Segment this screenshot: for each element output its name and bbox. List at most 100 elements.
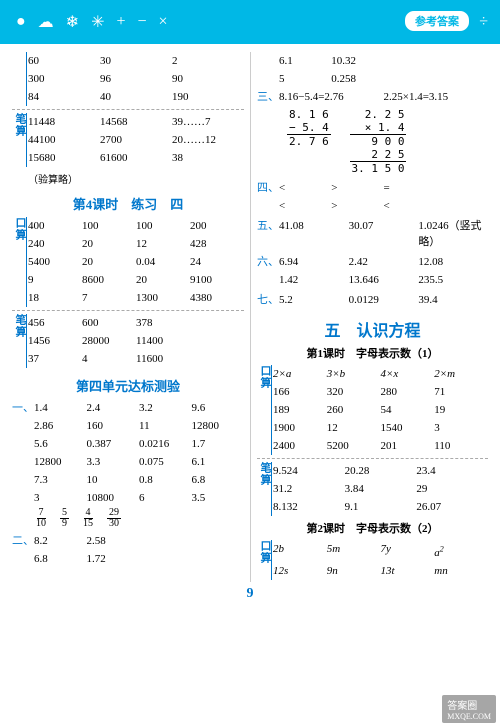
cell: 5 — [279, 71, 331, 87]
cell: 3.84 — [345, 481, 417, 497]
cell: 2 — [172, 53, 244, 69]
cell: 166 — [273, 384, 327, 400]
cell: 2.4 — [87, 400, 140, 416]
cell: 11400 — [136, 333, 190, 349]
cell: > — [331, 180, 383, 196]
cell: 300 — [28, 71, 100, 87]
cell: 4380 — [190, 290, 244, 306]
cell: 160 — [87, 418, 140, 434]
cell: 41.08 — [279, 218, 349, 250]
fraction-row: 710 59 415 2930 — [34, 507, 244, 530]
cell: < — [279, 198, 331, 214]
cell: 10800 — [87, 490, 140, 506]
cell: 1.7 — [192, 436, 245, 452]
cell: 7 — [82, 290, 136, 306]
eq: 8.16−5.4=2.76 — [279, 89, 384, 105]
cell: 39.4 — [418, 292, 488, 308]
cell: 2×m — [434, 366, 488, 382]
cell: 12800 — [192, 418, 245, 434]
section-si: 四、 <>= <>< — [257, 179, 488, 215]
kousuan-label: 口算 — [257, 540, 271, 564]
cell: 201 — [381, 438, 435, 454]
cell: 10 — [87, 472, 140, 488]
block-top-values: 60302 3009690 8440190 — [12, 52, 244, 106]
cell: 9.524 — [273, 463, 345, 479]
cell: 4 — [82, 351, 136, 367]
cell: 0.258 — [331, 71, 383, 87]
cell: 30 — [100, 53, 172, 69]
lesson-2-title: 第2课时 字母表示数（2） — [257, 518, 488, 540]
eq: 2.25×1.4=3.15 — [384, 89, 489, 105]
lesson-1-title: 第1课时 字母表示数（1） — [257, 343, 488, 365]
cell: 60 — [28, 53, 100, 69]
cell: 189 — [273, 402, 327, 418]
deco-minus: − — [138, 13, 147, 31]
cell: 7y — [381, 541, 435, 561]
cell: 1456 — [28, 333, 82, 349]
section-yi: 一、 1.42.43.29.6 2.861601112800 5.60.3870… — [12, 399, 244, 530]
deco-plus: + — [116, 13, 125, 31]
section-san: 三、 8.16−5.4=2.762.25×1.4=3.15 8. 1 6 − 5… — [257, 88, 488, 177]
cell: 2400 — [273, 438, 327, 454]
section-qi: 七、 5.20.012939.4 — [257, 291, 488, 309]
cell: 2.86 — [34, 418, 87, 434]
cell: 9n — [327, 563, 381, 579]
cell: 4×x — [381, 366, 435, 382]
cell: 90 — [172, 71, 244, 87]
left-column: 60302 3009690 8440190 笔算 114481456839……7… — [12, 52, 250, 582]
cell: 9 — [28, 272, 82, 288]
cell: 6.94 — [279, 254, 349, 270]
cell: 2b — [273, 541, 327, 561]
cell: 260 — [327, 402, 381, 418]
cell: 54 — [381, 402, 435, 418]
watermark: 答案圈MXQE.COM — [442, 695, 496, 723]
cell: 3×b — [327, 366, 381, 382]
deco-snow: ❄ — [66, 12, 79, 32]
cell: 378 — [136, 315, 190, 331]
cell: 71 — [434, 384, 488, 400]
cell: 9.6 — [192, 400, 245, 416]
deco-cloud: ☁ — [38, 12, 54, 32]
cell: 1540 — [381, 420, 435, 436]
cell: 5.6 — [34, 436, 87, 452]
cell: 400 — [28, 218, 82, 234]
cell: 1900 — [273, 420, 327, 436]
cell: 6.8 — [192, 472, 245, 488]
cell: 200 — [190, 218, 244, 234]
deco-times: × — [159, 13, 168, 31]
cell: 13.646 — [349, 272, 419, 288]
block-kousuan-2: 口算 2×a3×b4×x2×m 16632028071 1892605419 1… — [257, 365, 488, 455]
cell: 61600 — [100, 150, 172, 166]
cell: 0.0129 — [349, 292, 419, 308]
bisuan-label: 笔算 — [12, 113, 26, 137]
cell: 39……7 — [172, 114, 244, 130]
cell: 9.1 — [345, 499, 417, 515]
vert-calc-mul: 2. 2 5 × 1. 4 9 0 0 2 2 5 3. 1 5 0 — [350, 108, 407, 175]
cell: 20……12 — [172, 132, 244, 148]
cell: a2 — [434, 541, 488, 561]
cell: 29 — [416, 481, 488, 497]
cell: 1.72 — [87, 551, 140, 567]
cell: 0.04 — [136, 254, 190, 270]
cell: 20 — [82, 254, 136, 270]
cell: 26.07 — [416, 499, 488, 515]
cell: 20 — [136, 272, 190, 288]
cell: 2.58 — [87, 533, 140, 549]
kousuan-label: 口算 — [12, 217, 26, 241]
section-er: 二、 8.22.58 6.81.72 — [12, 532, 244, 568]
cell: 1.4 — [34, 400, 87, 416]
cell: 28000 — [82, 333, 136, 349]
cell: 8600 — [82, 272, 136, 288]
cell: 0.387 — [87, 436, 140, 452]
cell: 96 — [100, 71, 172, 87]
wu-label: 五、 — [257, 217, 279, 233]
kousuan-label: 口算 — [257, 365, 271, 389]
cell: 100 — [136, 218, 190, 234]
cell: 40 — [100, 89, 172, 105]
answer-badge: 参考答案 — [404, 10, 470, 32]
cell: 11 — [139, 418, 192, 434]
cell: 7.3 — [34, 472, 87, 488]
cell: 37 — [28, 351, 82, 367]
cell: 1.0246（竖式略） — [418, 218, 488, 250]
cell: 9100 — [190, 272, 244, 288]
